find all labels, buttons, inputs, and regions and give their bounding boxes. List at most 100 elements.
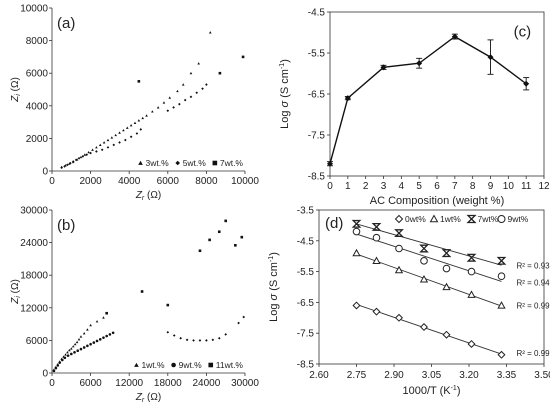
x-tick-label: 8: [470, 181, 476, 192]
data-point: [352, 248, 361, 257]
legend-label: 1wt%: [440, 214, 461, 224]
y-tick-label: -3.5: [297, 206, 315, 217]
data-point: [82, 332, 86, 335]
y-axis-label-main: Z: [10, 297, 21, 305]
y-tick-label: -8.5: [308, 172, 326, 183]
series-0wt%: R² = 0.99: [352, 301, 550, 359]
data-point: [151, 110, 154, 113]
x-axis-label-unit: (Ω): [144, 392, 161, 403]
x-tick-label: 18000: [154, 378, 182, 389]
data-point: [394, 313, 404, 322]
legend-label: 11wt.%: [216, 360, 244, 370]
series-7wt%: R² = 0.93: [351, 219, 550, 270]
data-point: [185, 338, 189, 342]
data-point: [372, 256, 381, 264]
y-tick-label: 8000: [26, 36, 49, 47]
y-axis-label-close: ): [279, 59, 291, 63]
y-tick-label: -5.5: [297, 267, 315, 278]
y-tick-label: -4.5: [297, 236, 315, 247]
x-tick-label: 7: [452, 181, 458, 192]
data-point: [98, 143, 102, 146]
y-axis-label-close: ): [268, 252, 280, 256]
data-point: [371, 222, 382, 231]
plot-frame: [318, 209, 545, 365]
data-point: [198, 249, 202, 253]
data-point: [442, 282, 451, 291]
y-axis-label-sub: i: [15, 296, 22, 298]
data-point: [242, 315, 246, 319]
series-9wt%: R² = 0.94: [352, 227, 550, 287]
data-point: [58, 361, 62, 364]
x-tick-label: 2.90: [384, 370, 404, 381]
data-point: [442, 264, 451, 273]
data-point: [52, 369, 56, 373]
plot-frame: [329, 11, 545, 177]
y-tick-label: 2000: [26, 134, 49, 145]
y-tick-label: -4.5: [308, 8, 326, 19]
data-point: [218, 71, 222, 75]
data-point: [66, 354, 70, 357]
data-point: [394, 265, 404, 274]
data-point: [195, 91, 199, 95]
data-point: [441, 249, 452, 258]
data-point: [140, 290, 144, 293]
series-9wt.%: [52, 331, 115, 373]
data-point: [352, 227, 361, 236]
data-point: [211, 338, 215, 342]
data-point: [178, 102, 181, 106]
y-axis-label-sigma: σ: [279, 100, 291, 107]
x-axis-label: Zr (Ω): [135, 190, 161, 202]
x-axis-label: AC Composition (weight %): [370, 195, 505, 207]
legend-marker: [466, 214, 477, 224]
y-axis-label-sub: i: [15, 94, 22, 96]
data-point: [201, 87, 204, 90]
data-point: [351, 219, 362, 228]
data-point: [71, 160, 75, 163]
y-axis-label-unit: (Ω): [10, 279, 21, 296]
data-point: [467, 290, 476, 298]
data-point: [76, 349, 80, 353]
series-diamond: [166, 315, 246, 342]
data-point: [451, 33, 458, 40]
data-point: [89, 151, 92, 155]
data-point: [181, 83, 185, 86]
x-tick-label: 0: [49, 176, 55, 187]
y-tick-label: -7.5: [308, 131, 326, 142]
data-point: [135, 132, 139, 135]
trend-line: [356, 253, 502, 307]
data-point: [240, 235, 244, 239]
x-tick-label: 6: [434, 181, 440, 192]
y-axis-label: Zi (Ω): [10, 279, 22, 305]
legend-label: 1wt.%: [141, 360, 165, 370]
x-tick-label: 3.35: [497, 370, 517, 381]
data-point: [105, 311, 108, 315]
y-axis-label-sup: -1: [268, 256, 275, 262]
data-point: [82, 346, 86, 349]
x-tick-label: 6000: [157, 176, 180, 187]
x-tick-label: 12: [538, 181, 550, 192]
data-point: [95, 146, 98, 149]
data-point: [208, 31, 212, 34]
data-point: [419, 274, 429, 283]
legend-marker: [171, 362, 176, 368]
y-tick-label: -6.5: [308, 90, 326, 101]
y-tick-label: 12000: [20, 303, 48, 314]
panel-d: 2.60 2.75 2.90 3.05 3.20 3.35 3.50 -3.5 -4.5 -5.5…: [268, 206, 550, 398]
data-point: [395, 244, 403, 253]
data-point: [98, 338, 102, 341]
data-point: [162, 101, 166, 104]
series-7wt.%: [137, 55, 245, 83]
data-point: [420, 257, 428, 265]
data-point: [189, 71, 193, 75]
data-point: [145, 114, 148, 117]
data-point: [66, 163, 69, 167]
data-point: [56, 364, 60, 367]
data-point: [124, 138, 127, 142]
data-point: [106, 146, 110, 149]
x-tick-label: 2000: [79, 176, 102, 187]
data-point: [139, 128, 143, 131]
data-point: [69, 161, 72, 165]
data-point: [70, 347, 73, 350]
data-point: [224, 219, 227, 223]
x-tick-label: 0: [327, 181, 333, 192]
